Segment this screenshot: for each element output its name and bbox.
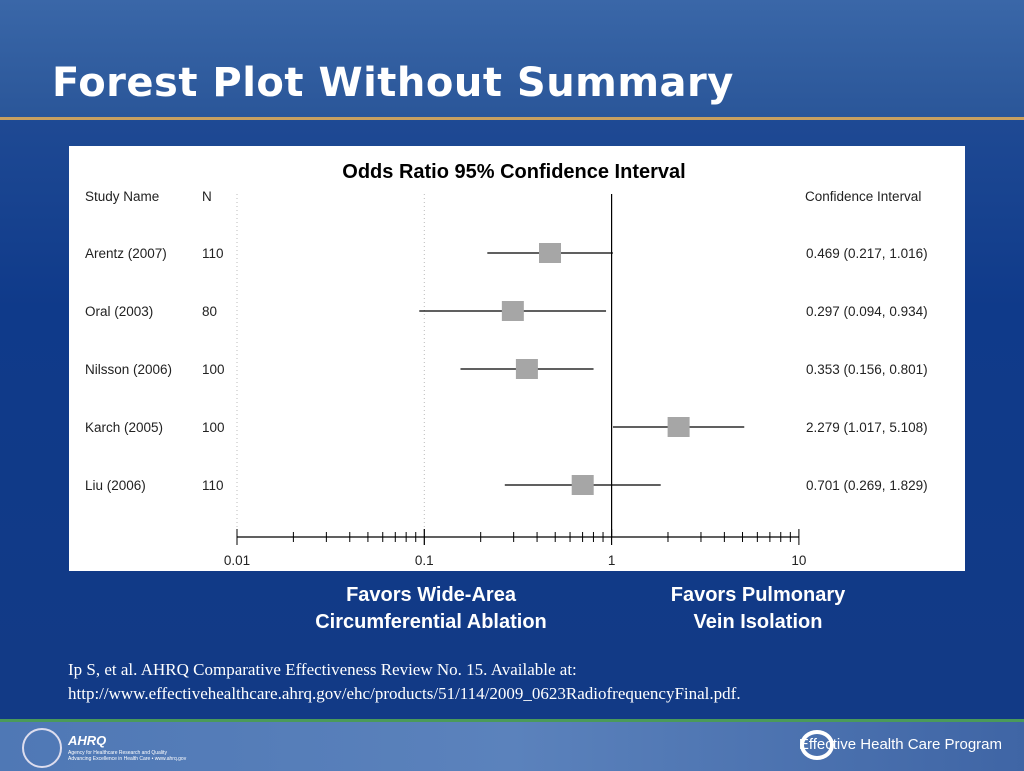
ehc-logo-icon — [800, 730, 834, 760]
x-tick-label: 0.1 — [415, 553, 434, 568]
ci-text: 0.701 (0.269, 1.829) — [806, 478, 928, 493]
study-n: 110 — [202, 478, 224, 493]
x-tick-label: 10 — [791, 553, 806, 568]
ahrq-tagline2: Advancing Excellence in Health Care • ww… — [68, 756, 187, 762]
x-tick-label: 0.01 — [224, 553, 250, 568]
study-name: Liu (2006) — [85, 478, 146, 493]
title-divider — [0, 117, 1024, 120]
favors-left-line2: Circumferential Ablation — [315, 611, 547, 633]
column-header-ci: Confidence Interval — [805, 189, 921, 204]
column-header-n: N — [202, 189, 212, 204]
study-n: 80 — [202, 304, 217, 319]
ci-text: 0.353 (0.156, 0.801) — [806, 362, 928, 377]
ci-text: 0.469 (0.217, 1.016) — [806, 246, 928, 261]
footer: AHRQ Agency for Healthcare Research and … — [0, 719, 1024, 771]
ehc-program-label: Effective Health Care Program — [798, 736, 1002, 753]
ahrq-logo: AHRQ Agency for Healthcare Research and … — [68, 732, 186, 762]
chart-title: Odds Ratio 95% Confidence Interval — [342, 161, 685, 183]
study-name: Arentz (2007) — [85, 246, 167, 261]
title-bar — [0, 0, 1024, 117]
column-header-study: Study Name — [85, 189, 159, 204]
forest-plot-svg: Odds Ratio 95% Confidence Interval Study … — [85, 161, 928, 568]
study-name: Nilsson (2006) — [85, 362, 172, 377]
slide-title: Forest Plot Without Summary — [52, 60, 734, 106]
hhs-logo-icon — [22, 728, 62, 768]
citation: Ip S, et al. AHRQ Comparative Effectiven… — [68, 658, 741, 706]
favors-left-line1: Favors Wide-Area — [346, 584, 516, 606]
study-name: Karch (2005) — [85, 420, 163, 435]
x-tick-label: 1 — [608, 553, 616, 568]
forest-plot: Odds Ratio 95% Confidence Interval Study … — [69, 146, 965, 571]
point-estimate — [501, 301, 524, 321]
study-name: Oral (2003) — [85, 304, 153, 319]
favors-right-line2: Vein Isolation — [693, 611, 823, 633]
ci-text: 2.279 (1.017, 5.108) — [806, 420, 928, 435]
study-n: 100 — [202, 420, 225, 435]
point-estimate — [667, 417, 690, 437]
point-estimate — [571, 475, 594, 495]
study-n: 110 — [202, 246, 224, 261]
favors-right-line1: Favors Pulmonary — [670, 584, 846, 606]
ci-text: 0.297 (0.094, 0.934) — [806, 304, 928, 319]
favors-right-label: Favors Pulmonary Vein Isolation — [640, 582, 876, 636]
ahrq-tagline1: Agency for Healthcare Research and Quali… — [68, 750, 167, 756]
citation-line1: Ip S, et al. AHRQ Comparative Effectiven… — [68, 660, 577, 679]
ahrq-logo-text: AHRQ — [68, 733, 107, 748]
favors-left-label: Favors Wide-Area Circumferential Ablatio… — [290, 582, 572, 636]
study-n: 100 — [202, 362, 225, 377]
point-estimate — [539, 243, 562, 263]
point-estimate — [515, 359, 538, 379]
citation-url: http://www.effectivehealthcare.ahrq.gov/… — [68, 684, 741, 703]
